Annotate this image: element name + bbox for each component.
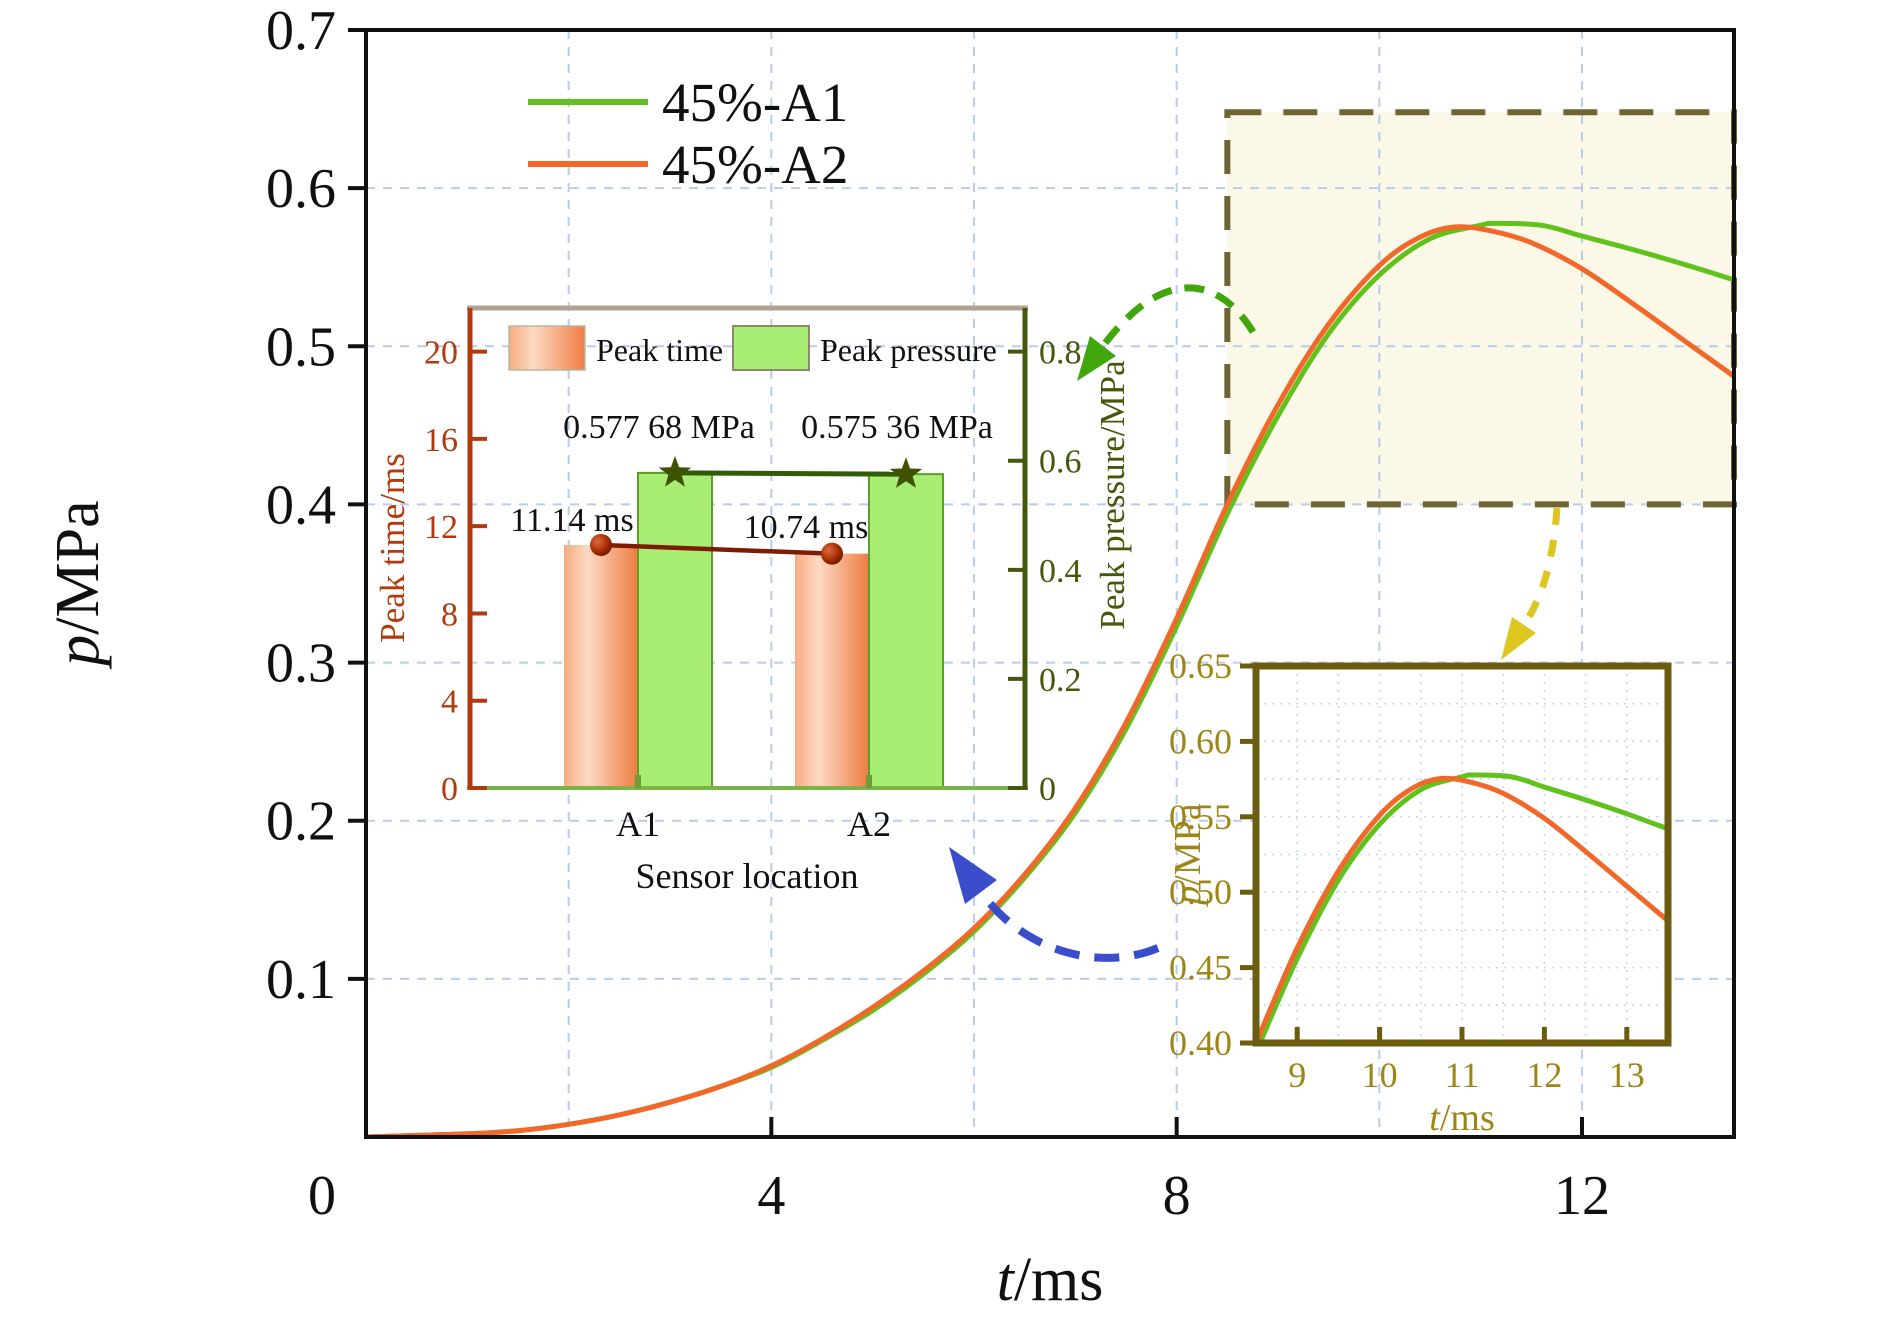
bar-right-tick-label: 0.4	[1039, 553, 1082, 590]
bar-x-axis-title: Sensor location	[636, 856, 859, 896]
annotation-time-a2: 10.74 ms	[744, 509, 869, 546]
star-marker-A1	[658, 455, 692, 487]
main-legend: 45%-A1 45%-A2	[528, 72, 848, 195]
peak-pressure-connector	[674, 470, 907, 477]
bar-peak-pressure-A2	[868, 473, 944, 789]
annotation-time-a1: 11.14 ms	[510, 502, 633, 539]
bar-legend-peak-pressure-swatch	[732, 325, 810, 371]
category-label-a1: A1	[616, 804, 660, 844]
x-tick-label: 8	[1163, 1165, 1191, 1227]
peak-time-connector	[600, 542, 833, 556]
bar-peak-time-A2	[795, 553, 869, 788]
bar-left-tick-label: 16	[424, 422, 458, 459]
bar-left-axis-title: Peak time/ms	[373, 453, 412, 643]
zoom-x-tick-label: 13	[1609, 1055, 1645, 1095]
zoom-x-tick-label: 9	[1288, 1055, 1306, 1095]
arrow-blue-head-icon	[949, 847, 997, 904]
x-axis-title: t/ms	[997, 1246, 1104, 1314]
zoom-y-tick-label: 0.60	[1169, 721, 1232, 761]
bar-left-tick-label: 20	[424, 335, 458, 372]
zoom-curve-45%-A1	[1257, 772, 1668, 1043]
arrow-yellow-head-icon	[1501, 617, 1536, 660]
arrow-blue-to-bar-inset	[977, 889, 1160, 962]
arrow-green-to-bar-inset	[1100, 284, 1256, 349]
zoom-x-tick-label: 12	[1526, 1055, 1562, 1095]
star-marker-A2	[889, 457, 923, 488]
sphere-marker-A2	[821, 542, 843, 565]
bar-inset-generated: 0 4 8 12 16 20 0 0.2 0.4 0.6 0.8	[424, 305, 1082, 808]
zoom-x-axis-title: t/ms	[1429, 1097, 1494, 1139]
y-tick-label: 0.2	[266, 791, 336, 853]
callout-arrows	[949, 284, 1561, 962]
arrow-green-head-icon	[1077, 336, 1116, 381]
bar-legend-peak-time-label: Peak time	[596, 332, 723, 368]
zoom-y-tick-label: 0.45	[1169, 948, 1232, 988]
category-label-a2: A2	[847, 804, 891, 844]
bar-left-tick-label: 4	[441, 684, 458, 721]
zoom-inset-generated: 0.40 0.45 0.50 0.55 0.60 0.65 9 10 11 12 13	[1169, 646, 1672, 1095]
y-tick-label: 0.3	[266, 633, 336, 695]
y-tick-label: 0.7	[266, 0, 336, 62]
y-tick-label: 0.1	[266, 949, 336, 1011]
bar-inset-legend: Peak time Peak pressure	[508, 325, 997, 371]
bar-right-tick-label: 0.6	[1039, 444, 1082, 481]
bar-right-tick-label: 0.2	[1039, 662, 1082, 699]
x-tick-label: 4	[757, 1165, 785, 1227]
legend-label-a1: 45%-A1	[662, 72, 848, 133]
y-axis-title: p/MPa	[44, 500, 112, 669]
zoom-y-tick-label: 0.50	[1169, 872, 1232, 912]
curve-45%-A2	[366, 224, 1736, 1139]
legend-label-a2: 45%-A2	[662, 134, 848, 195]
y-tick-label: 0.4	[266, 474, 336, 536]
bar-right-tick-label: 0.8	[1039, 335, 1082, 372]
sphere-marker-A1	[590, 533, 612, 556]
y-tick-label: 0.6	[266, 158, 336, 220]
bar-peak-pressure-A1	[637, 471, 713, 789]
bar-left-tick-label: 0	[441, 771, 458, 808]
bar-peak-time-A1	[564, 544, 638, 788]
bar-right-tick-label: 0	[1039, 771, 1056, 808]
bar-inset: 0 4 8 12 16 20 0 0.2 0.4 0.6 0.8 Peak time Peak pr…	[373, 305, 1132, 896]
zoom-x-tick-label: 11	[1445, 1055, 1480, 1095]
y-tick-label: 0.5	[266, 316, 336, 378]
bar-legend-peak-time-swatch	[508, 325, 586, 371]
zoom-region-fill	[1227, 112, 1734, 505]
annotation-pressure-a2: 0.575 36 MPa	[801, 409, 993, 446]
main-plot-frame	[364, 28, 1736, 1139]
zoom-x-tick-label: 10	[1362, 1055, 1398, 1095]
bar-right-axis-title: Peak pressure/MPa	[1093, 360, 1132, 630]
arrow-yellow-to-zoom-inset	[1521, 507, 1561, 627]
zoom-inset: 0.40 0.45 0.50 0.55 0.60 0.65 9 10 11 12 13 t/ms p…	[1167, 646, 1672, 1139]
zoom-y-tick-label: 0.55	[1169, 797, 1232, 837]
x-tick-label: 0	[308, 1165, 336, 1227]
annotation-pressure-a1: 0.577 68 MPa	[563, 409, 755, 446]
bar-left-tick-label: 8	[441, 596, 458, 633]
bar-legend-peak-pressure-label: Peak pressure	[820, 332, 997, 368]
zoom-y-tick-label: 0.65	[1169, 646, 1232, 686]
zoom-curve-45%-A2	[1256, 775, 1668, 1043]
zoom-y-axis-title: p/MPa	[1167, 803, 1209, 907]
zoom-inset-background	[1256, 666, 1668, 1043]
zoom-y-tick-label: 0.40	[1169, 1023, 1232, 1063]
x-tick-label: 12	[1554, 1165, 1610, 1227]
bar-left-tick-label: 12	[424, 509, 458, 546]
